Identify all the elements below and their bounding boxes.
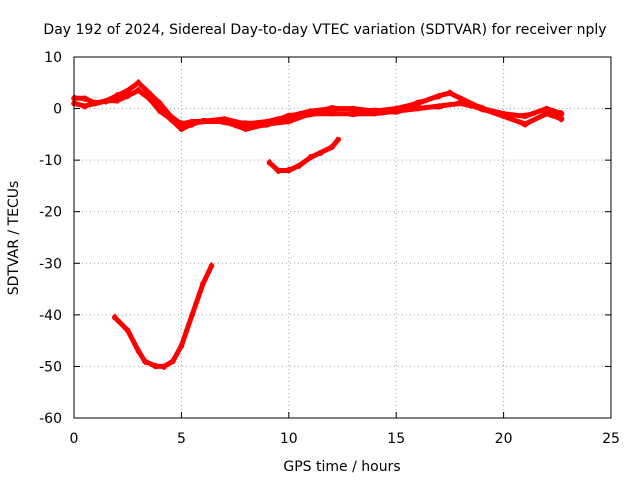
data-point [286,113,292,120]
data-point [103,98,109,104]
data-point [170,358,176,365]
data-point [318,149,324,156]
data-point [447,90,453,96]
data-point [266,159,273,166]
data-point [436,103,443,109]
x-tick-label: 20 [495,431,513,447]
data-point [178,343,185,349]
data-point [221,118,228,125]
series-1-trace-samples [72,86,563,128]
data-point [208,263,215,269]
data-point [286,118,292,125]
series-3-trace-samples [113,262,213,370]
data-point [543,105,550,112]
y-axis-label: SDTVAR / TECUs [6,181,22,296]
data-point [81,103,88,109]
series-0-trace-samples [72,79,563,126]
x-tick-label: 5 [177,431,186,447]
y-tick-label: -40 [39,308,62,324]
data-point [558,110,565,117]
data-traces [71,79,565,370]
data-point [124,92,131,99]
data-point [296,162,303,169]
data-point [178,126,185,132]
y-tick-label: -20 [39,205,62,221]
data-point [414,105,421,112]
data-point [135,348,142,354]
x-tick-label: 10 [280,431,298,447]
data-point [167,116,174,122]
data-point [329,110,335,117]
x-axis-label: GPS time / hours [283,459,400,475]
y-tick-label: 0 [53,102,62,118]
data-point [436,92,443,99]
x-tick-label: 15 [387,431,405,447]
data-point [114,98,120,104]
data-point [329,144,335,151]
data-point [350,110,357,117]
y-tick-label: -10 [39,153,62,169]
data-point [264,121,271,127]
data-point [114,92,120,99]
data-point [307,110,314,117]
data-point [124,327,131,334]
y-tick-label: 10 [44,50,62,66]
data-point [457,95,464,102]
data-point [275,167,281,174]
data-point [558,116,565,122]
data-point [243,126,249,132]
data-point [307,154,314,161]
data-point [146,95,152,102]
data-point [393,108,400,114]
data-point [161,363,167,370]
data-point [112,314,118,321]
data-point [243,121,249,127]
y-tick-label: -50 [39,359,62,375]
data-point [500,113,507,120]
data-point [124,87,131,94]
data-point [189,312,195,318]
data-point [152,363,159,370]
data-point [189,121,195,127]
data-point [157,100,163,107]
series-0-trace [71,80,565,127]
data-point [522,113,528,120]
x-tick-label: 0 [70,431,79,447]
data-point [522,121,528,127]
data-point [142,358,148,365]
data-point [457,100,464,107]
chart-title: Day 192 of 2024, Sidereal Day-to-day VTE… [43,22,606,38]
series-2-trace [267,137,341,173]
data-point [543,110,550,117]
data-point [135,80,142,86]
x-tick-label: 25 [602,431,620,447]
series-3-trace [112,263,214,369]
data-point [414,100,421,107]
y-tick-label: -60 [39,411,62,427]
data-point [135,87,142,94]
data-point [350,105,357,112]
data-point [92,100,99,107]
data-point [371,110,378,117]
data-point [335,136,342,143]
y-tick-label: -30 [39,256,62,272]
data-point [286,167,292,174]
data-point [157,108,163,114]
data-point [479,105,485,112]
data-point [81,95,88,102]
data-point [329,105,335,112]
data-point [200,118,206,125]
plot-frame [73,56,612,419]
data-point [200,281,206,287]
